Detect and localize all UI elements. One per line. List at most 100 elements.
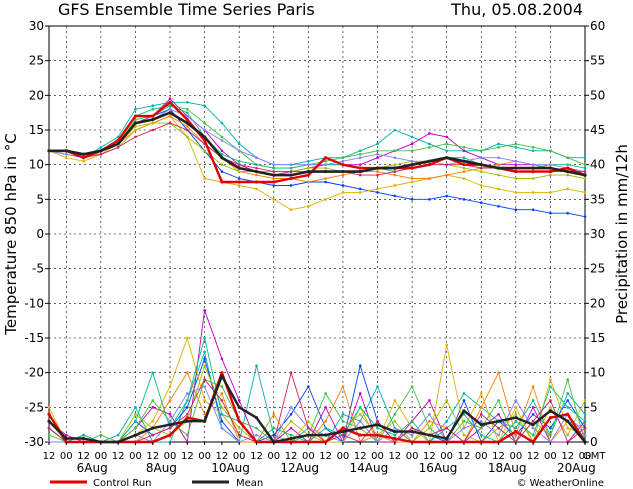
temperature-member-4-point <box>497 187 500 191</box>
precip-member-7-point <box>462 433 466 437</box>
temperature-member-9-point <box>289 163 293 166</box>
precip-member-2-point <box>64 433 68 437</box>
temperature-control-run-point <box>168 100 172 104</box>
temperature-member-10-point <box>445 163 448 166</box>
temperature-control-run-point <box>151 114 155 118</box>
precip-mean-point <box>220 374 224 378</box>
temperature-member-6-point <box>393 173 397 177</box>
precip-mean-point <box>445 436 449 441</box>
temperature-member-10-point <box>186 128 189 132</box>
x-hour-label: 00 <box>475 451 488 462</box>
temperature-member-5-point <box>549 149 552 153</box>
precip-member-5-point <box>134 426 137 430</box>
right-tick-label: 55 <box>590 54 605 68</box>
left-tick-label: 15 <box>29 123 44 137</box>
precip-member-8-point <box>220 412 224 416</box>
precip-mean-point <box>324 433 328 437</box>
precip-member-3-point <box>549 426 552 430</box>
precip-member-9-point <box>393 426 397 430</box>
temperature-member-1-point <box>237 142 241 146</box>
temperature-member-9-point <box>531 163 535 166</box>
temperature-member-9-point <box>186 114 189 118</box>
temperature-member-9-point <box>272 163 276 166</box>
precip-member-9-point <box>220 426 224 430</box>
x-hour-label: 00 <box>267 451 280 462</box>
temperature-member-8-point <box>566 163 570 166</box>
precip-member-2-point <box>203 308 206 312</box>
temperature-mean-point <box>427 159 431 163</box>
temperature-member-8-point <box>237 159 241 163</box>
temperature-member-9-point <box>410 159 414 163</box>
x-hour-label: 12 <box>458 451 471 462</box>
temperature-member-1-point <box>410 135 414 139</box>
x-date-label: 18Aug <box>488 461 527 475</box>
precip-member-9-point <box>531 426 535 430</box>
precip-member-5-point <box>566 378 570 381</box>
x-hour-label: 12 <box>561 451 574 462</box>
precip-mean-point <box>341 430 345 434</box>
temperature-member-5-point <box>445 142 448 146</box>
precip-mean-point <box>168 423 172 427</box>
temperature-member-1-point <box>203 104 206 108</box>
temperature-control-run-point <box>341 163 345 167</box>
precip-control-run-point <box>375 433 380 437</box>
precip-member-7-point <box>134 412 137 416</box>
temperature-member-4-point <box>324 198 327 201</box>
x-hour-label: 00 <box>509 451 522 462</box>
precip-control-run-point <box>514 430 518 434</box>
precip-member-7-point <box>393 419 397 423</box>
temperature-member-5-point <box>514 142 518 146</box>
temperature-member-4-point <box>203 177 206 180</box>
temperature-member-1-point <box>514 146 518 149</box>
grid-lines <box>49 26 585 442</box>
precip-member-5-point <box>549 433 552 437</box>
x-hour-label: 00 <box>302 451 315 462</box>
precip-member-10-point <box>497 426 500 430</box>
temperature-mean-point <box>445 156 449 160</box>
x-hour-label: 12 <box>492 451 505 462</box>
temperature-member-9-point <box>64 152 68 156</box>
precip-member-5-point <box>341 419 345 423</box>
x-date-label: 14Aug <box>350 461 389 475</box>
temperature-member-4-point <box>479 184 483 187</box>
temperature-member-9-point <box>376 152 379 156</box>
precip-member-2-point <box>168 412 172 416</box>
precip-member-8-point <box>186 399 189 402</box>
temperature-member-9-point <box>307 163 310 166</box>
precip-member-3-point <box>462 399 466 402</box>
precip-member-10-point <box>289 371 293 374</box>
temperature-member-2-point <box>220 149 224 153</box>
temperature-member-4-point <box>255 187 258 191</box>
temperature-member-5-point <box>428 146 431 149</box>
temperature-member-2-point <box>462 149 466 153</box>
temperature-member-2-point <box>428 132 431 135</box>
temperature-control-run-point <box>548 170 553 174</box>
precip-member-4-point <box>203 399 206 402</box>
chart-title: GFS Ensemble Time Series Paris <box>58 0 315 19</box>
temperature-member-7-point <box>583 177 587 180</box>
temperature-member-6-point <box>307 180 310 184</box>
x-hour-label: 00 <box>164 451 177 462</box>
temperature-member-8-point <box>151 107 155 111</box>
precip-member-4-point <box>47 406 51 409</box>
temperature-mean-point <box>496 166 501 170</box>
precip-member-2-point <box>428 399 431 402</box>
temperature-member-9-point <box>497 156 500 160</box>
precip-member-7-line <box>48 365 586 443</box>
temperature-mean-point <box>133 121 138 125</box>
precip-member-5-point <box>255 426 258 430</box>
x-timezone-label: GMT <box>583 451 606 462</box>
left-tick-label: 0 <box>36 227 44 241</box>
temperature-member-1-point <box>307 159 310 163</box>
temperature-member-4-point <box>64 156 68 160</box>
temperature-member-4-point <box>272 198 276 201</box>
precip-member-4-point <box>168 385 172 388</box>
temperature-mean-point <box>566 170 570 174</box>
temperature-member-7-point <box>479 170 483 173</box>
temperature-member-7-point <box>393 163 397 166</box>
x-axis-ticks: 12 00 12 00 12 00 12 00 12 00 12 00 12 00 12 00 12 00 12 00… <box>43 442 596 475</box>
temperature-mean-point <box>272 173 276 177</box>
x-hour-label: 12 <box>354 451 367 462</box>
precip-member-8-point <box>289 433 293 437</box>
precip-member-8-point <box>82 433 85 437</box>
